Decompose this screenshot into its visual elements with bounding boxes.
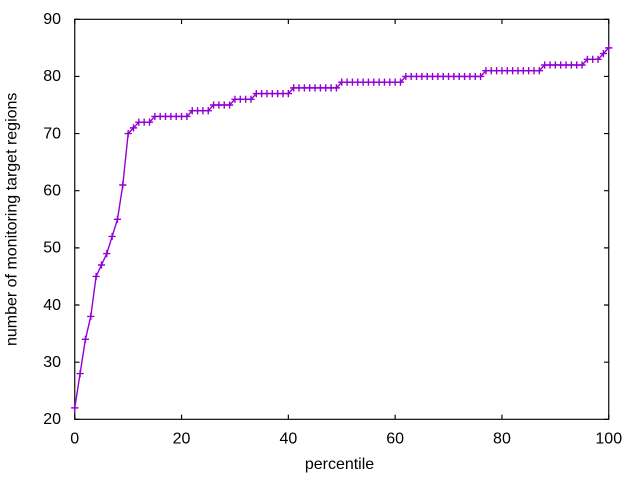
svg-text:90: 90 bbox=[43, 11, 61, 28]
svg-text:80: 80 bbox=[493, 431, 511, 448]
svg-text:40: 40 bbox=[279, 431, 297, 448]
svg-text:40: 40 bbox=[43, 297, 61, 314]
svg-text:20: 20 bbox=[173, 431, 191, 448]
svg-text:100: 100 bbox=[595, 431, 622, 448]
svg-text:60: 60 bbox=[386, 431, 404, 448]
svg-text:20: 20 bbox=[43, 411, 61, 428]
svg-text:60: 60 bbox=[43, 183, 61, 200]
svg-text:50: 50 bbox=[43, 240, 61, 257]
svg-text:80: 80 bbox=[43, 68, 61, 85]
svg-text:percentile: percentile bbox=[305, 456, 374, 473]
svg-text:70: 70 bbox=[43, 125, 61, 142]
svg-text:30: 30 bbox=[43, 354, 61, 371]
svg-text:number of monitoring target re: number of monitoring target regions bbox=[4, 93, 21, 346]
svg-text:0: 0 bbox=[70, 431, 79, 448]
